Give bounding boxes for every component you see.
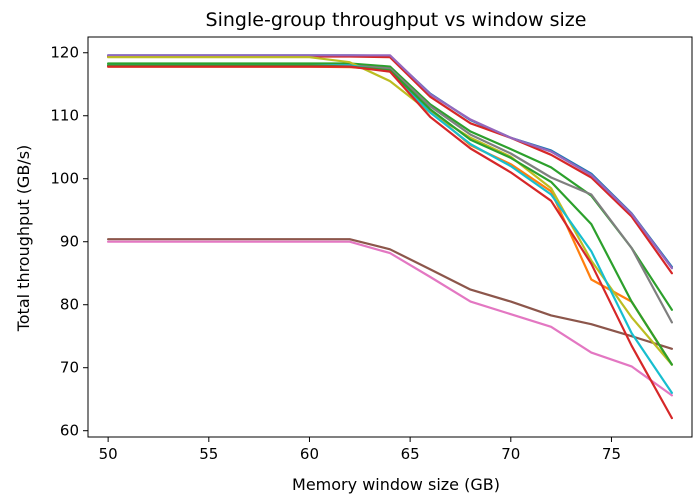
y-axis-label: Total throughput (GB/s) xyxy=(14,145,33,333)
series-line xyxy=(106,56,674,366)
y-tick-label: 100 xyxy=(50,170,79,188)
series-line xyxy=(106,65,674,420)
y-axis-ticks: 60 70 80 90 100 110 120 xyxy=(50,44,88,440)
series-line xyxy=(106,54,674,268)
series-line xyxy=(106,62,674,311)
y-tick-label: 80 xyxy=(60,296,79,314)
x-tick-label: 50 xyxy=(99,445,118,463)
x-axis-label: Memory window size (GB) xyxy=(292,475,500,494)
y-tick-label: 120 xyxy=(50,44,79,62)
y-tick-label: 110 xyxy=(50,107,79,125)
series-line xyxy=(106,54,674,270)
series-line xyxy=(106,238,674,350)
y-tick-label: 70 xyxy=(60,359,79,377)
series-group xyxy=(106,54,674,420)
series-line xyxy=(106,64,674,366)
y-tick-label: 90 xyxy=(60,233,79,251)
x-axis-ticks: 50 55 60 65 70 75 xyxy=(99,437,621,463)
x-tick-label: 55 xyxy=(199,445,218,463)
series-line xyxy=(106,64,674,324)
series-line xyxy=(106,64,674,394)
plot-frame xyxy=(87,36,693,438)
x-tick-label: 70 xyxy=(501,445,520,463)
y-tick-label: 60 xyxy=(60,422,79,440)
x-tick-label: 75 xyxy=(602,445,621,463)
x-tick-label: 60 xyxy=(300,445,319,463)
series-line xyxy=(106,240,674,397)
x-tick-label: 65 xyxy=(401,445,420,463)
chart-title: Single-group throughput vs window size xyxy=(206,9,587,31)
series-line xyxy=(106,65,674,366)
